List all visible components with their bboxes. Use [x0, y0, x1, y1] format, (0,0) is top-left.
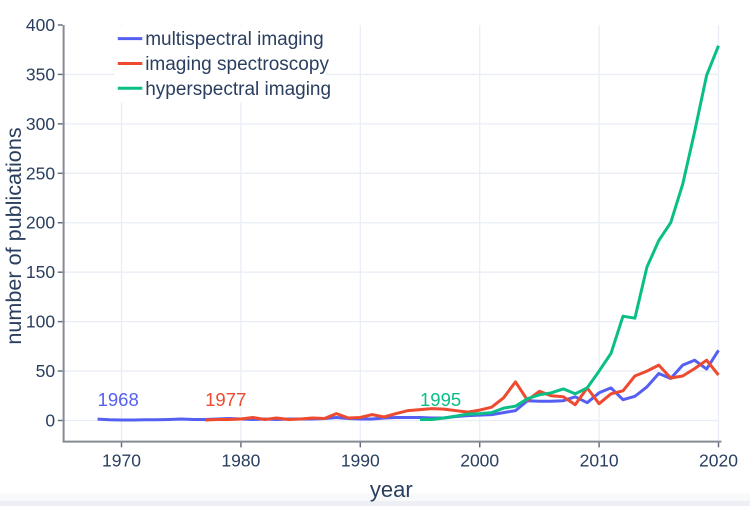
svg-text:250: 250: [26, 163, 55, 183]
svg-text:hyperspectral imaging: hyperspectral imaging: [145, 79, 331, 100]
svg-text:imaging spectroscopy: imaging spectroscopy: [145, 54, 329, 75]
svg-text:150: 150: [26, 262, 55, 282]
svg-text:50: 50: [36, 361, 56, 381]
svg-text:2000: 2000: [460, 451, 499, 471]
svg-text:300: 300: [26, 114, 55, 134]
svg-text:1995: 1995: [420, 389, 461, 410]
svg-text:200: 200: [26, 213, 55, 233]
svg-text:number of publications: number of publications: [1, 127, 26, 344]
svg-text:100: 100: [26, 312, 55, 332]
svg-text:1977: 1977: [205, 389, 246, 410]
svg-text:1980: 1980: [221, 451, 260, 471]
svg-text:350: 350: [26, 64, 55, 84]
svg-text:1990: 1990: [341, 451, 380, 471]
svg-text:1968: 1968: [98, 389, 139, 410]
svg-text:2010: 2010: [580, 451, 619, 471]
svg-text:400: 400: [26, 15, 55, 35]
svg-text:2020: 2020: [699, 451, 738, 471]
svg-text:1970: 1970: [102, 451, 141, 471]
svg-text:year: year: [370, 477, 413, 502]
svg-text:0: 0: [45, 411, 55, 431]
svg-text:multispectral imaging: multispectral imaging: [145, 29, 323, 50]
